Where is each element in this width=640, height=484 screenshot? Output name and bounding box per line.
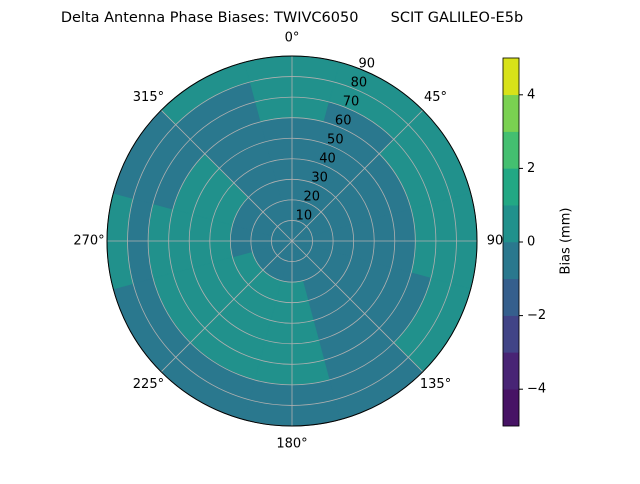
r-tick-label: 20	[303, 190, 320, 205]
r-tick-label: 50	[327, 133, 344, 148]
colorbar-tick-label: 2	[527, 161, 535, 176]
r-tick-label: 40	[319, 152, 336, 167]
grid-spoke	[160, 109, 293, 242]
r-tick-label: 60	[335, 114, 352, 129]
theta-tick-label: 135°	[420, 377, 451, 392]
r-tick-label: 70	[343, 95, 360, 110]
theta-tick-label: 225°	[133, 377, 164, 392]
colorbar-tick-label: −2	[527, 308, 546, 323]
polar-frame	[106, 55, 478, 427]
theta-tick-label: 0°	[285, 31, 300, 46]
theta-tick-label: 315°	[133, 90, 164, 105]
colorbar-tick-label: −4	[527, 382, 546, 397]
colorbar-band	[502, 315, 520, 353]
colorbar-band	[502, 278, 520, 316]
colorbar-band	[502, 168, 520, 206]
grid-spoke	[291, 109, 424, 242]
chart-title: Delta Antenna Phase Biases: TWIVC6050 SC…	[61, 10, 523, 26]
colorbar-tick-label: 0	[527, 235, 535, 250]
r-tick-label: 80	[351, 76, 368, 91]
theta-tick-label: 90	[487, 234, 504, 249]
colorbar-band	[502, 352, 520, 390]
r-tick-label: 90	[359, 57, 376, 72]
r-tick-label: 10	[296, 209, 313, 224]
colorbar-band	[502, 94, 520, 132]
grid-spoke	[160, 240, 293, 373]
colorbar-band	[502, 57, 520, 96]
grid-spoke	[291, 240, 424, 373]
colorbar-band	[502, 241, 520, 280]
colorbar-band	[502, 131, 520, 169]
theta-tick-label: 180°	[276, 437, 307, 452]
r-tick-label: 30	[311, 171, 328, 186]
colorbar-label: Bias (mm)	[559, 208, 574, 275]
theta-tick-label: 270°	[73, 234, 104, 249]
theta-tick-label: 45°	[424, 90, 447, 105]
colorbar-band	[502, 204, 520, 243]
colorbar-band	[502, 388, 520, 427]
colorbar-tick-label: 4	[527, 87, 535, 102]
